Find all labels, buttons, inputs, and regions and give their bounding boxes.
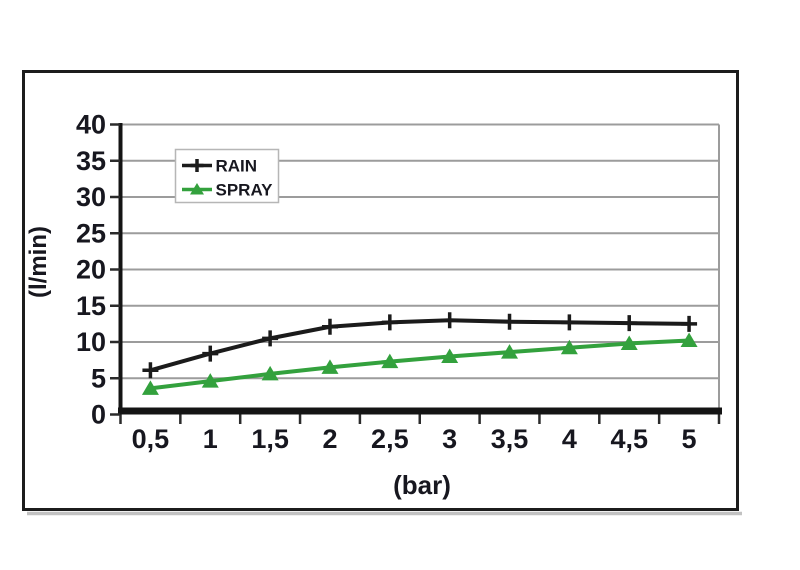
legend-marker-rain [190, 159, 204, 172]
marker-spray-7 [560, 339, 578, 355]
marker-rain-0 [142, 362, 159, 379]
x-tick-label-3: 2 [322, 424, 337, 454]
y-tick-label-25: 25 [76, 218, 106, 248]
x-tick-label-7: 4 [562, 424, 577, 454]
marker-spray-8 [620, 335, 638, 350]
x-tick-label-6: 3,5 [491, 424, 529, 454]
y-tick-label-40: 40 [76, 110, 106, 140]
y-tick-label-0: 0 [91, 400, 106, 430]
marker-spray-4 [381, 353, 399, 369]
y-axis-title: (l/min) [25, 226, 52, 298]
marker-rain-3 [321, 318, 338, 335]
marker-spray-5 [441, 348, 459, 363]
marker-spray-1 [201, 373, 219, 388]
x-tick-label-8: 4,5 [610, 424, 648, 454]
marker-rain-6 [501, 313, 518, 330]
axes-layer [118, 123, 722, 415]
y-tick-label-35: 35 [76, 146, 106, 176]
x-tick-label-2: 1,5 [251, 424, 289, 454]
x-tick-label-4: 2,5 [371, 424, 409, 454]
series-line-spray [150, 338, 690, 391]
ticks-layer [110, 123, 721, 424]
marker-spray-3 [321, 359, 339, 374]
legend-marker-spray [190, 183, 204, 195]
legend: RAIN SPRAY [174, 148, 280, 204]
y-tick-label-15: 15 [76, 291, 106, 321]
marker-spray-6 [501, 344, 519, 359]
marker-rain-7 [561, 314, 578, 331]
marker-rain-4 [381, 314, 398, 331]
chart-frame [22, 70, 739, 511]
marker-spray-9 [680, 332, 698, 348]
tick-labels-layer: 0 5 10 15 20 25 30 35 40 0,5 1 1,5 2 2,5 3 3,5 4 4,5 5 [76, 110, 697, 455]
x-tick-label-0: 0,5 [132, 424, 170, 454]
legend-label-rain: RAIN [216, 157, 258, 176]
marker-rain-9 [681, 315, 698, 332]
x-tick-label-1: 1 [203, 424, 218, 454]
series-layer [141, 312, 698, 395]
y-tick-label-20: 20 [76, 255, 106, 285]
legend-label-spray: SPRAY [216, 181, 274, 200]
marker-rain-1 [202, 345, 219, 362]
marker-rain-5 [441, 312, 458, 329]
marker-spray-2 [261, 365, 279, 381]
x-tick-label-5: 3 [442, 424, 457, 454]
marker-spray-0 [141, 380, 159, 395]
x-axis-title: (bar) [393, 470, 451, 500]
marker-rain-2 [262, 330, 279, 347]
y-tick-label-5: 5 [91, 363, 106, 393]
y-tick-label-30: 30 [76, 182, 106, 212]
marker-rain-8 [621, 315, 638, 332]
y-tick-label-10: 10 [76, 327, 106, 357]
series-line-rain [149, 318, 690, 373]
x-tick-label-9: 5 [682, 424, 697, 454]
